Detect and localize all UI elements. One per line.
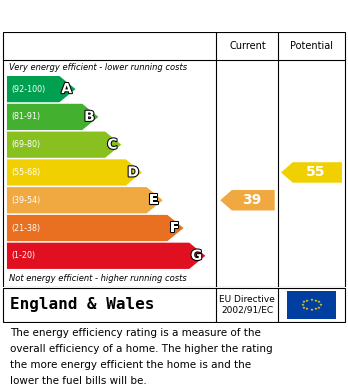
Text: ★: ★ bbox=[305, 299, 309, 303]
Polygon shape bbox=[7, 76, 76, 102]
Text: D: D bbox=[127, 165, 139, 179]
Text: Energy Efficiency Rating: Energy Efficiency Rating bbox=[10, 7, 240, 25]
Text: (1-20): (1-20) bbox=[11, 251, 35, 260]
Text: lower the fuel bills will be.: lower the fuel bills will be. bbox=[10, 377, 147, 386]
Text: F: F bbox=[170, 221, 180, 235]
Text: C: C bbox=[107, 138, 118, 152]
Text: ★: ★ bbox=[318, 303, 322, 307]
Text: (55-68): (55-68) bbox=[11, 168, 40, 177]
Text: (92-100): (92-100) bbox=[11, 84, 45, 93]
Text: ★: ★ bbox=[317, 300, 321, 305]
Text: ★: ★ bbox=[317, 305, 321, 310]
Bar bbox=[287, 291, 336, 319]
Text: (69-80): (69-80) bbox=[11, 140, 40, 149]
Text: G: G bbox=[191, 249, 202, 263]
Text: E: E bbox=[149, 193, 159, 207]
Text: Very energy efficient - lower running costs: Very energy efficient - lower running co… bbox=[9, 63, 187, 72]
Text: A: A bbox=[61, 82, 72, 96]
Text: ★: ★ bbox=[302, 305, 306, 310]
Polygon shape bbox=[281, 162, 342, 183]
Polygon shape bbox=[7, 187, 163, 213]
Polygon shape bbox=[7, 131, 121, 158]
Text: the more energy efficient the home is and the: the more energy efficient the home is an… bbox=[10, 361, 252, 370]
Text: ★: ★ bbox=[301, 303, 304, 307]
Polygon shape bbox=[7, 243, 205, 269]
Text: B: B bbox=[84, 110, 95, 124]
Text: EU Directive
2002/91/EC: EU Directive 2002/91/EC bbox=[220, 295, 275, 315]
Polygon shape bbox=[220, 190, 275, 210]
Text: overall efficiency of a home. The higher the rating: overall efficiency of a home. The higher… bbox=[10, 344, 273, 354]
Text: Current: Current bbox=[229, 41, 266, 51]
Text: (21-38): (21-38) bbox=[11, 224, 40, 233]
Text: ★: ★ bbox=[314, 307, 318, 311]
Text: ★: ★ bbox=[302, 300, 306, 305]
Text: Not energy efficient - higher running costs: Not energy efficient - higher running co… bbox=[9, 274, 187, 283]
Text: ★: ★ bbox=[309, 308, 314, 312]
Polygon shape bbox=[7, 215, 183, 241]
Text: The energy efficiency rating is a measure of the: The energy efficiency rating is a measur… bbox=[10, 328, 261, 339]
Text: England & Wales: England & Wales bbox=[10, 298, 155, 312]
Polygon shape bbox=[7, 104, 98, 130]
Text: (39-54): (39-54) bbox=[11, 196, 40, 205]
Text: ★: ★ bbox=[305, 307, 309, 311]
Text: (81-91): (81-91) bbox=[11, 112, 40, 121]
Text: 39: 39 bbox=[242, 193, 261, 207]
Polygon shape bbox=[7, 160, 142, 186]
Text: ★: ★ bbox=[309, 298, 314, 302]
Text: ★: ★ bbox=[314, 299, 318, 303]
Text: Potential: Potential bbox=[290, 41, 333, 51]
Text: 55: 55 bbox=[306, 165, 326, 179]
